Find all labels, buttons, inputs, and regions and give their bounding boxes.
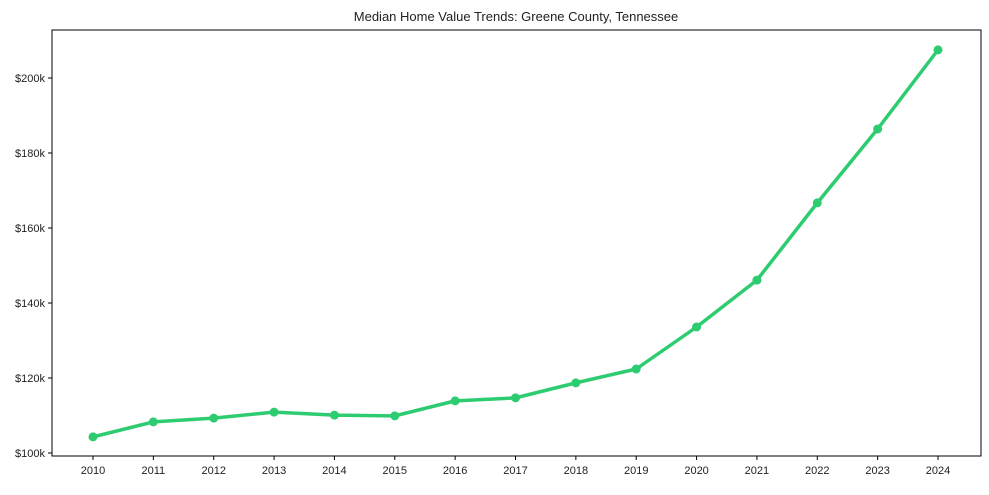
x-tick-label: 2013: [262, 465, 286, 477]
x-tick-label: 2021: [745, 465, 769, 477]
data-point-2021: [752, 275, 762, 285]
data-point-2023: [873, 124, 883, 134]
x-tick-label: 2010: [81, 465, 105, 477]
x-tick-label: 2017: [503, 465, 527, 477]
y-tick-label: $160k: [15, 223, 45, 235]
data-point-2016: [450, 396, 460, 406]
data-point-2019: [631, 364, 641, 374]
x-tick-label: 2019: [624, 465, 648, 477]
x-tick-label: 2014: [322, 465, 346, 477]
y-tick-label: $100k: [15, 448, 45, 460]
x-tick-label: 2015: [383, 465, 407, 477]
x-tick-label: 2018: [564, 465, 588, 477]
data-point-2022: [812, 198, 822, 208]
y-tick-label: $120k: [15, 373, 45, 385]
x-tick-label: 2020: [684, 465, 708, 477]
data-point-2011: [148, 417, 158, 427]
chart-title: Median Home Value Trends: Greene County,…: [354, 9, 678, 24]
data-point-2012: [209, 413, 219, 423]
x-tick-label: 2024: [926, 465, 950, 477]
data-point-2015: [390, 411, 400, 421]
y-tick-label: $200k: [15, 73, 45, 85]
x-tick-label: 2012: [201, 465, 225, 477]
data-point-2024: [933, 45, 943, 55]
x-tick-label: 2016: [443, 465, 467, 477]
data-point-2010: [88, 432, 98, 442]
y-tick-label: $140k: [15, 298, 45, 310]
y-tick-label: $180k: [15, 148, 45, 160]
data-point-2014: [329, 410, 339, 420]
data-point-2018: [571, 378, 581, 388]
data-point-2017: [511, 393, 520, 403]
series-line: [92, 48, 940, 439]
data-point-2013: [269, 407, 279, 417]
data-point-2020: [692, 322, 702, 332]
x-tick-label: 2023: [865, 465, 889, 477]
plot-frame: [51, 29, 982, 457]
x-tick-label: 2011: [142, 465, 166, 477]
x-tick-label: 2022: [805, 465, 829, 477]
